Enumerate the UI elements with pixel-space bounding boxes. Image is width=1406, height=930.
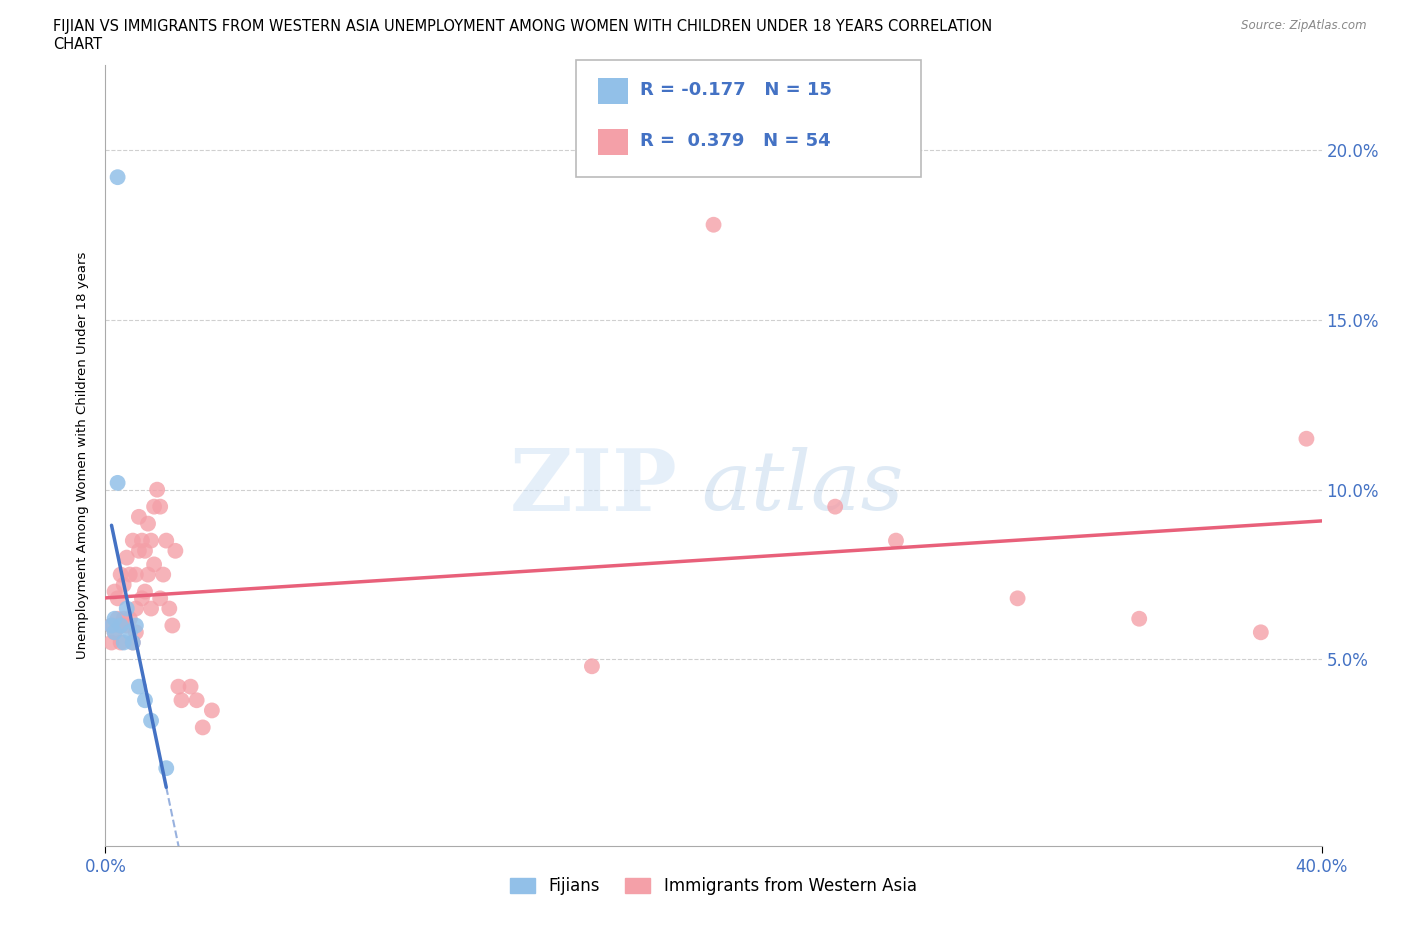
Point: [118, 611, 141, 626]
Point: [136, 516, 159, 531]
Point: [131, 591, 153, 605]
Point: [139, 713, 162, 728]
Point: [139, 533, 162, 548]
Legend: Fijians, Immigrants from Western Asia: Fijians, Immigrants from Western Asia: [503, 870, 924, 902]
Point: [107, 170, 129, 185]
Point: [136, 567, 159, 582]
Text: ZIP: ZIP: [509, 445, 678, 529]
Point: [100, 618, 122, 633]
Point: [157, 601, 180, 616]
Point: [110, 618, 132, 633]
Point: [155, 761, 177, 776]
Point: [103, 625, 125, 640]
Point: [118, 625, 141, 640]
Point: [128, 543, 150, 558]
Point: [112, 635, 135, 650]
Point: [1295, 432, 1317, 446]
Point: [167, 679, 190, 694]
Point: [152, 567, 174, 582]
Point: [139, 601, 162, 616]
Point: [110, 567, 132, 582]
Text: CHART: CHART: [53, 37, 103, 52]
Point: [121, 635, 143, 650]
Point: [165, 543, 187, 558]
Point: [1250, 625, 1272, 640]
Point: [112, 611, 135, 626]
Point: [103, 611, 125, 626]
Point: [1007, 591, 1029, 605]
Point: [201, 703, 224, 718]
Point: [186, 693, 208, 708]
Point: [143, 557, 166, 572]
Point: [702, 218, 725, 232]
Point: [118, 567, 141, 582]
Point: [155, 533, 177, 548]
Point: [125, 601, 148, 616]
Point: [1128, 611, 1150, 626]
Point: [107, 611, 129, 626]
Point: [134, 543, 156, 558]
Point: [143, 499, 166, 514]
Point: [125, 625, 148, 640]
Text: atlas: atlas: [702, 447, 904, 527]
Point: [191, 720, 214, 735]
Point: [824, 499, 846, 514]
Point: [180, 679, 202, 694]
Point: [162, 618, 184, 633]
Point: [125, 567, 148, 582]
Point: [146, 483, 169, 498]
Point: [134, 584, 156, 599]
Point: [115, 618, 138, 633]
Point: [107, 591, 129, 605]
Point: [103, 584, 125, 599]
Point: [131, 533, 153, 548]
Point: [581, 658, 603, 673]
Point: [884, 533, 907, 548]
Point: [110, 635, 132, 650]
Point: [100, 618, 122, 633]
Point: [107, 475, 129, 490]
Point: [170, 693, 193, 708]
Point: [121, 635, 143, 650]
Point: [100, 635, 122, 650]
Text: FIJIAN VS IMMIGRANTS FROM WESTERN ASIA UNEMPLOYMENT AMONG WOMEN WITH CHILDREN UN: FIJIAN VS IMMIGRANTS FROM WESTERN ASIA U…: [53, 19, 993, 33]
Point: [128, 510, 150, 525]
Point: [128, 679, 150, 694]
Point: [115, 551, 138, 565]
Point: [110, 618, 132, 633]
Text: R =  0.379   N = 54: R = 0.379 N = 54: [640, 132, 831, 151]
Point: [134, 693, 156, 708]
Point: [149, 591, 172, 605]
Text: R = -0.177   N = 15: R = -0.177 N = 15: [640, 81, 831, 100]
Y-axis label: Unemployment Among Women with Children Under 18 years: Unemployment Among Women with Children U…: [76, 252, 90, 659]
Text: Source: ZipAtlas.com: Source: ZipAtlas.com: [1241, 19, 1367, 32]
Point: [121, 533, 143, 548]
Point: [125, 618, 148, 633]
Point: [112, 578, 135, 592]
Point: [115, 601, 138, 616]
Point: [149, 499, 172, 514]
Point: [103, 625, 125, 640]
